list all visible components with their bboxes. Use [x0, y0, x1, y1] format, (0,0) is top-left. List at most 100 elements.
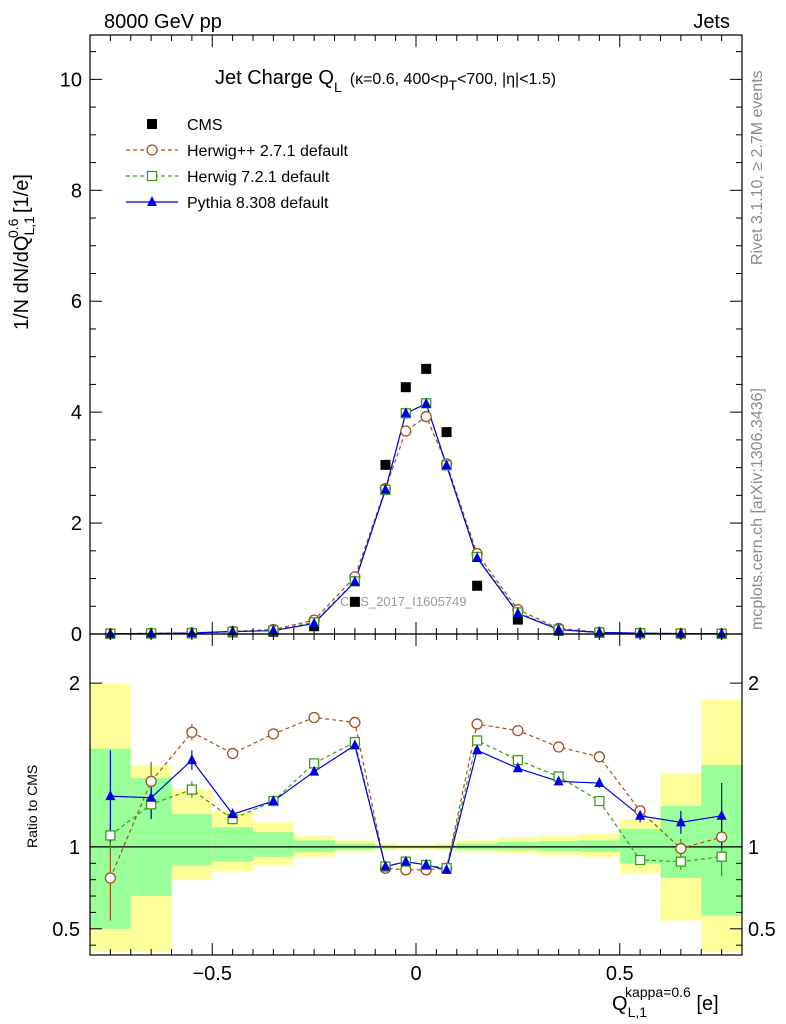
ratio-ytick-label: 0.5 — [52, 919, 80, 941]
ratio-point-herwig7 — [634, 854, 646, 866]
analysis-watermark: CMS_2017_I1605749 — [340, 594, 467, 609]
ratio-point-herwigpp — [226, 747, 239, 760]
rivet-note: Rivet 3.1.10, ≥ 2.7M events — [749, 70, 766, 265]
xtick-label: 0.5 — [606, 963, 634, 985]
main-point-cms — [472, 580, 483, 591]
ratio-point-pythia — [146, 791, 157, 802]
ratio-point-pythia — [309, 765, 320, 776]
green-band-bin — [253, 832, 294, 857]
ratio-ytick-label-right: 0.5 — [748, 919, 776, 941]
ratio-point-pythia — [594, 777, 605, 788]
ratio-point-herwigpp — [186, 726, 198, 738]
legend-marker-pythia — [147, 196, 157, 206]
main-ytick-label: 10 — [60, 69, 82, 91]
main-point-cms — [441, 427, 452, 438]
xtick-label: 0 — [410, 963, 421, 985]
legend-marker-herwigpp — [146, 144, 158, 156]
ratio-ytick-label: 2 — [69, 673, 80, 695]
legend: CMS Herwig++ 2.7.1 default Herwig 7.2.1 de… — [126, 117, 349, 212]
green-band-bin — [171, 814, 213, 865]
legend-marker-herwig7 — [146, 170, 158, 182]
ratio-line-pythia — [110, 744, 722, 871]
main-point-cms — [349, 596, 360, 607]
ratio-y-axis-label: Ratio to CMS — [24, 765, 40, 848]
ratio-point-pythia — [227, 808, 238, 819]
main-ytick-label: 2 — [71, 513, 82, 535]
ratio-point-pythia — [349, 739, 360, 750]
main-ytick-label: 8 — [71, 180, 82, 202]
ratio-line-herwigpp — [109, 716, 722, 879]
ratio-point-pythia — [716, 809, 727, 820]
main-point-pythia — [421, 397, 432, 408]
ratio-point-herwig7 — [716, 851, 727, 862]
main-line-pythia — [110, 403, 722, 635]
ratio-point-pythia — [380, 860, 391, 871]
main-point-pythia — [309, 617, 320, 628]
ratio-point-pythia — [512, 762, 523, 773]
main-point-cms — [380, 459, 391, 470]
ratio-point-pythia — [186, 754, 197, 765]
main-point-pythia — [512, 607, 523, 618]
main-point-cms — [512, 614, 523, 625]
main-point-pythia — [400, 407, 411, 418]
ratio-point-herwigpp — [552, 741, 565, 753]
ratio-point-herwig7 — [675, 856, 687, 867]
jets-label: Jets — [693, 11, 730, 33]
legend-label-herwigpp: Herwig++ 2.7.1 default — [187, 143, 349, 160]
ratio-point-pythia — [421, 858, 432, 869]
energy-label: 8000 GeV pp — [104, 11, 222, 33]
legend-label-pythia: Pythia 8.308 default — [187, 195, 329, 212]
ratio-point-pythia — [441, 863, 452, 874]
ratio-point-herwig7 — [105, 830, 116, 841]
main-point-pythia — [349, 575, 360, 586]
green-band-bin — [538, 841, 579, 852]
ratio-point-herwigpp — [715, 831, 728, 843]
ratio-point-herwigpp — [471, 718, 483, 730]
main-y-axis-label: 1/N dN/dQL,10.6 [1/e] — [5, 174, 37, 330]
ratio-point-herwigpp — [349, 716, 361, 729]
ratio-point-herwigpp — [145, 775, 157, 788]
green-band-bin — [293, 840, 335, 852]
ratio-point-herwigpp — [104, 872, 117, 884]
ratio-point-pythia — [268, 795, 279, 806]
ratio-point-pythia — [105, 790, 116, 801]
x-axis-label: QL,1kappa=0.6 [e] — [612, 984, 719, 1020]
main-ytick-label: 4 — [71, 402, 82, 424]
main-point-pythia — [472, 552, 483, 563]
green-band-bin — [497, 841, 539, 851]
ratio-point-herwigpp — [308, 711, 320, 724]
ratio-point-pythia — [553, 775, 564, 786]
ratio-ytick-label-right: 2 — [748, 673, 759, 695]
legend-marker-cms — [147, 119, 157, 129]
main-point-herwigpp — [420, 410, 432, 423]
main-point-cms — [421, 363, 432, 374]
mcplots-note: mcplots.cern.ch [arXiv:1306.3436] — [749, 388, 766, 630]
ratio-point-herwigpp — [675, 842, 687, 855]
ratio-uncertainty-bands — [90, 683, 742, 952]
ratio-point-pythia — [400, 855, 411, 866]
ratio-point-herwig7 — [186, 784, 198, 795]
ratio-ytick-label-right: 1 — [748, 837, 759, 859]
ratio-point-pythia — [675, 816, 686, 827]
ratio-point-herwig7 — [594, 795, 605, 807]
xtick-label: −0.5 — [193, 963, 232, 985]
axes: 0 2 4 6 8 10 −0.5 0 0.5 0.5 0.5 1 1 2 2 — [52, 34, 776, 985]
ratio-point-pythia — [472, 744, 483, 755]
main-ytick-label: 0 — [71, 624, 82, 646]
main-point-herwigpp — [400, 425, 412, 437]
ratio-point-pythia — [635, 809, 646, 820]
ratio-point-herwig7 — [471, 735, 483, 746]
ratio-point-herwigpp — [593, 751, 606, 763]
green-band-bin — [212, 827, 253, 862]
main-point-pythia — [441, 459, 452, 470]
ratio-ytick-label: 1 — [69, 837, 80, 859]
ratio-point-herwigpp — [512, 724, 524, 737]
ratio-point-herwigpp — [267, 728, 280, 740]
legend-label-herwig7: Herwig 7.2.1 default — [187, 169, 330, 186]
green-band-bin — [579, 840, 620, 852]
main-point-cms — [400, 382, 411, 393]
legend-label-cms: CMS — [187, 117, 223, 134]
plot-title: Jet Charge QL (κ=0.6, 400<pT<700, |η|<1.5… — [215, 67, 556, 95]
main-point-pythia — [380, 483, 391, 494]
